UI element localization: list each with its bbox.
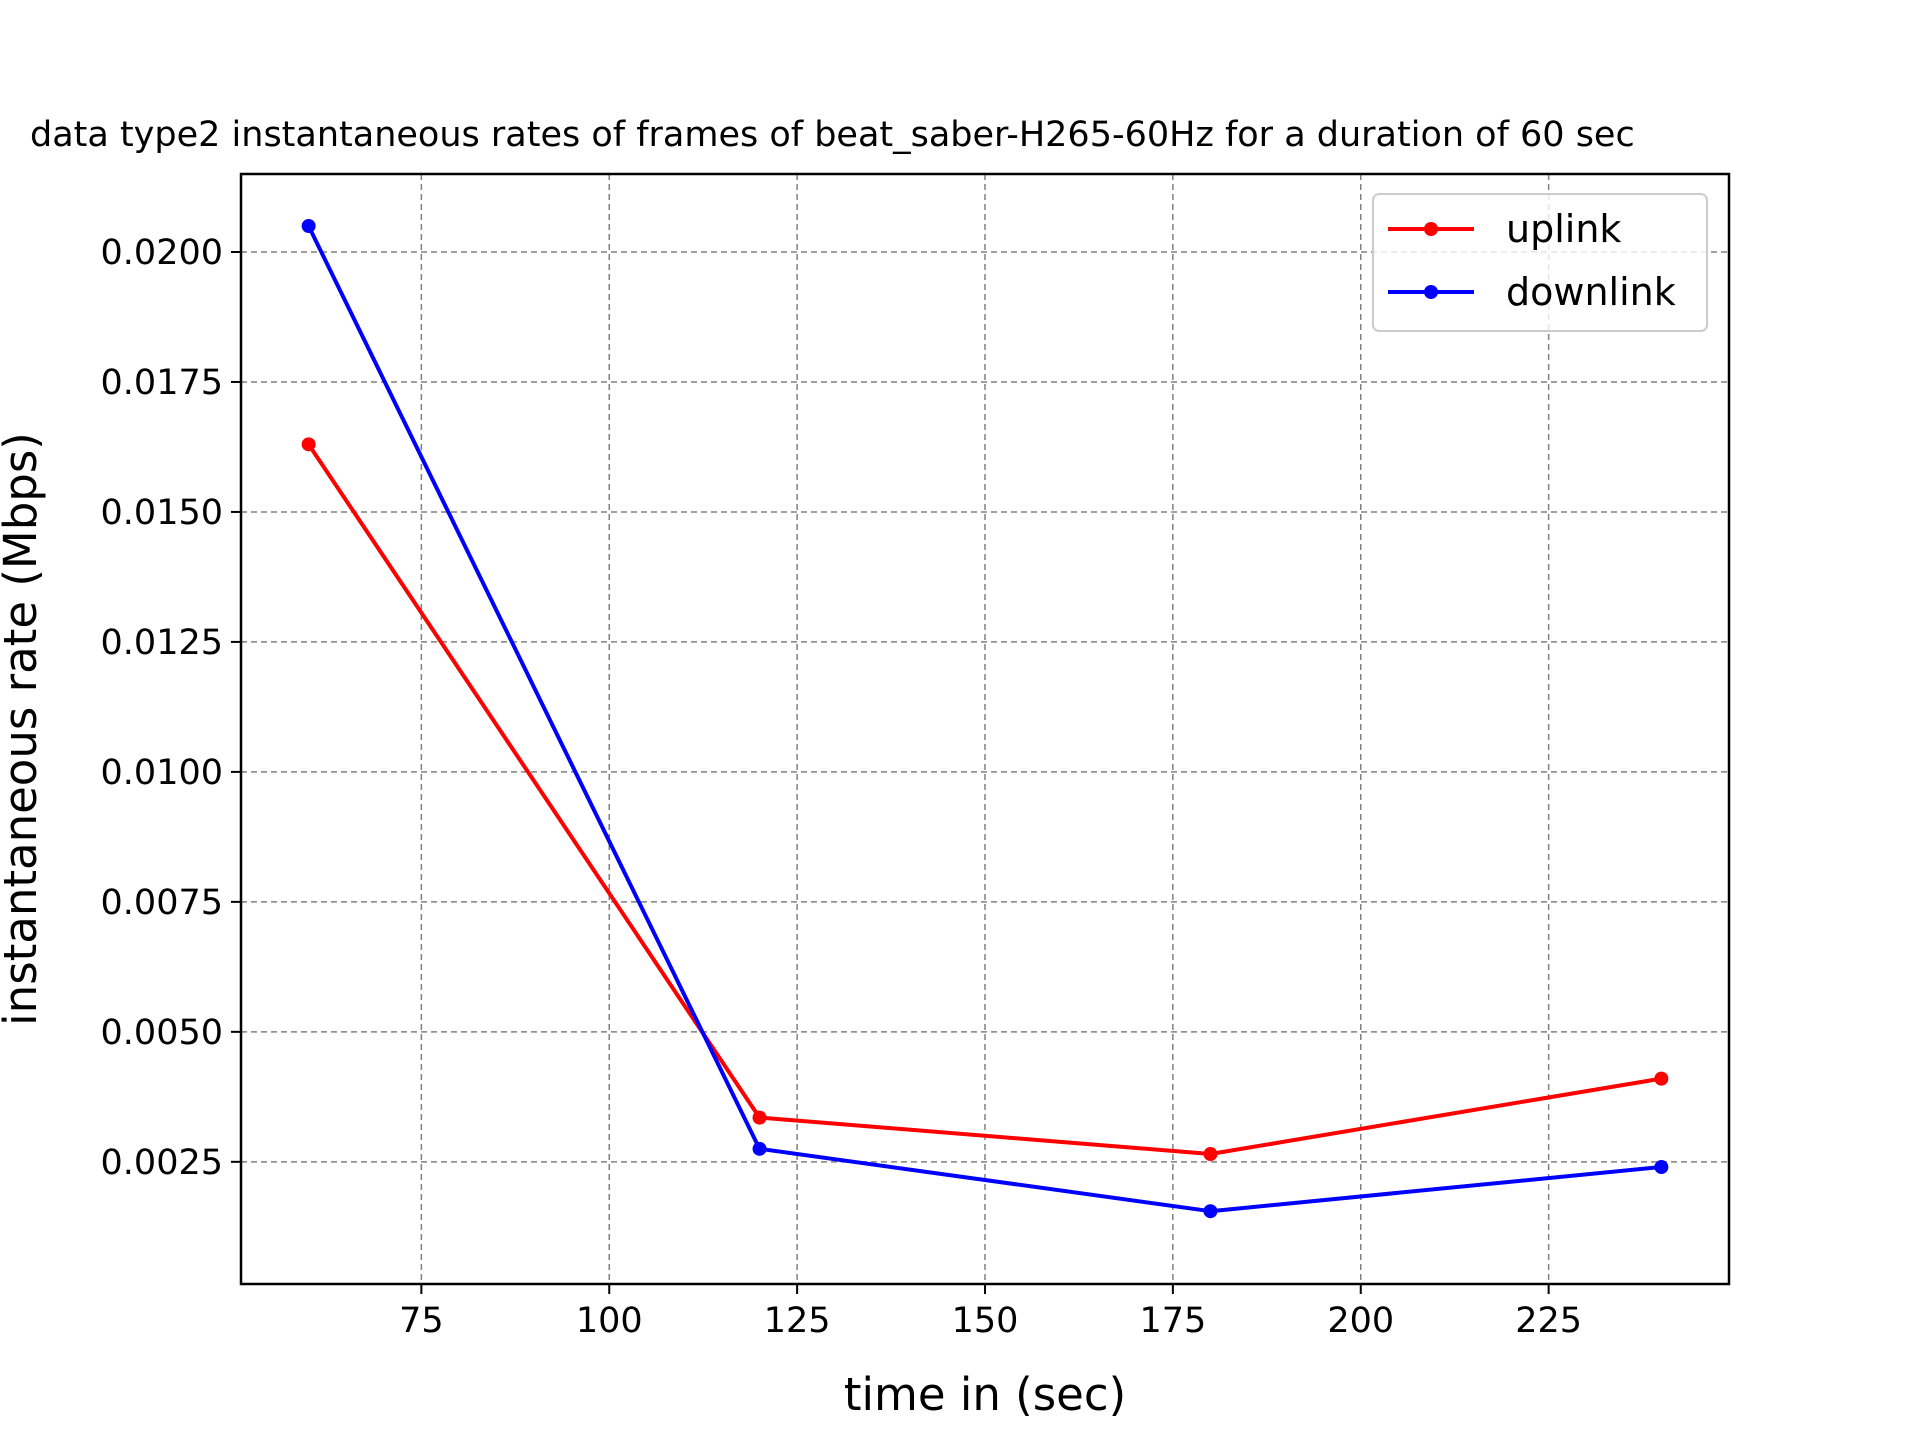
x-tick-label: 125 bbox=[764, 1301, 831, 1341]
y-tick-label: 0.0100 bbox=[101, 753, 223, 793]
y-tick-label: 0.0125 bbox=[101, 623, 223, 663]
x-tick-label: 100 bbox=[576, 1301, 643, 1341]
x-tick-label: 150 bbox=[952, 1301, 1019, 1341]
data-point-downlink bbox=[1654, 1160, 1669, 1175]
x-tick-label: 75 bbox=[399, 1301, 444, 1341]
data-point-downlink bbox=[1203, 1204, 1218, 1219]
chart-title: data type2 instantaneous rates of frames… bbox=[30, 115, 1635, 155]
legend-downlink-marker bbox=[1424, 285, 1438, 299]
legend-uplink-label: uplink bbox=[1506, 207, 1621, 251]
data-point-uplink bbox=[301, 437, 316, 452]
x-tick-label: 200 bbox=[1327, 1301, 1394, 1341]
data-point-downlink bbox=[301, 218, 316, 233]
y-tick-label: 0.0150 bbox=[101, 493, 223, 533]
y-tick-label: 0.0025 bbox=[101, 1143, 223, 1183]
y-tick-label: 0.0200 bbox=[101, 233, 223, 273]
legend-uplink-marker bbox=[1424, 222, 1438, 236]
series-line-downlink bbox=[306, 225, 1662, 1214]
x-axis: 75 100 125 150 175 200 225 bbox=[399, 1284, 1582, 1341]
grid bbox=[241, 174, 1729, 1284]
x-axis-label: time in (sec) bbox=[844, 1368, 1126, 1421]
data-point-uplink bbox=[1203, 1147, 1218, 1162]
y-axis: 0.0025 0.0050 0.0075 0.0100 0.0125 0.0150 0.01… bbox=[101, 233, 241, 1183]
y-axis-label: instantaneous rate (Mbps) bbox=[0, 432, 47, 1026]
legend-downlink-label: downlink bbox=[1506, 270, 1676, 314]
y-tick-label: 0.0050 bbox=[101, 1013, 223, 1053]
series-line-uplink bbox=[306, 443, 1662, 1156]
x-tick-label: 225 bbox=[1515, 1301, 1582, 1341]
data-point-uplink bbox=[1654, 1071, 1669, 1086]
y-tick-label: 0.0175 bbox=[101, 363, 223, 403]
legend: uplink downlink bbox=[1372, 193, 1708, 332]
data-point-downlink bbox=[752, 1141, 767, 1156]
data-point-uplink bbox=[752, 1110, 767, 1125]
series-group bbox=[301, 218, 1669, 1219]
y-tick-label: 0.0075 bbox=[101, 883, 223, 923]
x-tick-label: 175 bbox=[1139, 1301, 1206, 1341]
